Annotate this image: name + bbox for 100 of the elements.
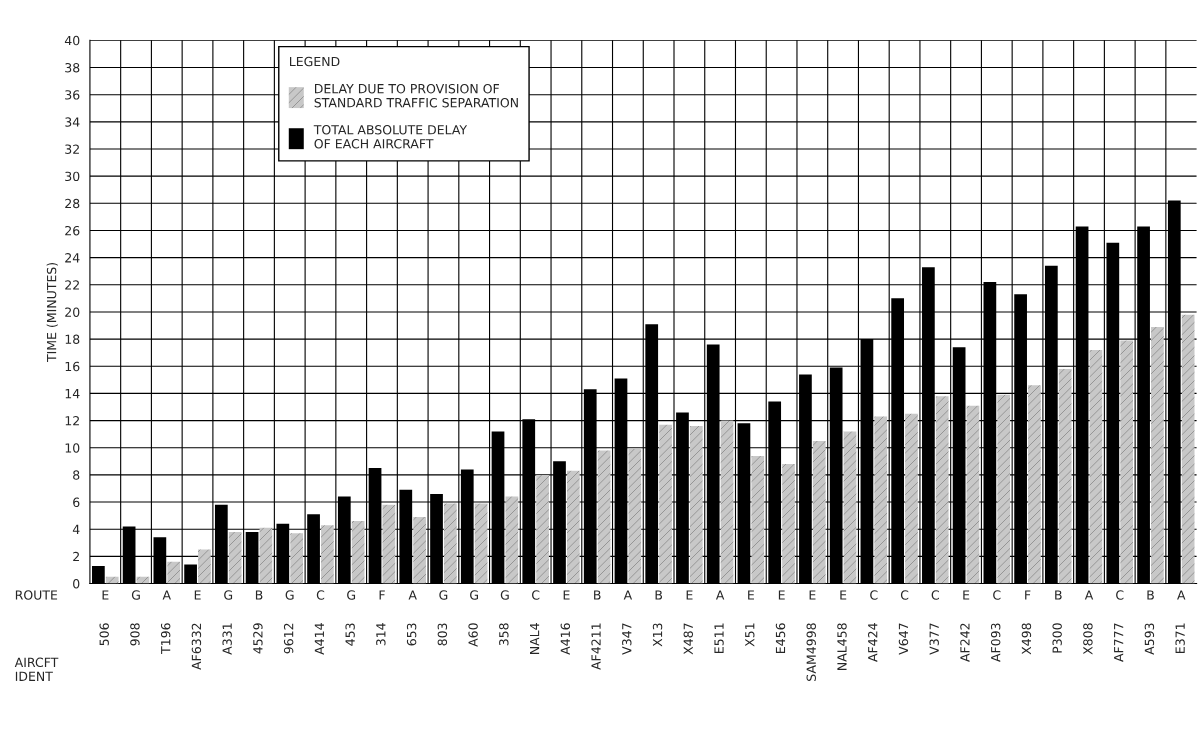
x-tick-label: NAL4: [530, 623, 540, 655]
y-tick-label: 6: [73, 497, 80, 507]
text: E: [563, 590, 570, 600]
x-tick-label: AF6332: [191, 623, 202, 670]
x-tick-label: X13: [652, 623, 663, 647]
bar: [966, 405, 980, 584]
bar: [843, 431, 857, 584]
legend-label: TOTAL ABSOLUTE DELAY OF EACH AIRCRAFT: [313, 125, 468, 149]
bar: [536, 474, 549, 584]
x-tick-label: AF4211: [591, 623, 601, 670]
y-tick-label: 28: [65, 198, 80, 209]
bar: [505, 496, 519, 584]
text: ROUTE: [15, 590, 58, 600]
text: A: [1084, 590, 1094, 600]
text: E: [748, 590, 755, 600]
y-tick-label: 22: [65, 280, 79, 290]
text: C: [1116, 590, 1124, 600]
x-tick-label: A416: [560, 623, 571, 655]
y-tick-label: 24: [65, 253, 80, 263]
bar: [597, 450, 611, 584]
text: C: [870, 590, 878, 600]
text: G: [500, 590, 509, 600]
y-tick-label: 34: [65, 117, 80, 127]
x-tick-label: X51: [745, 623, 755, 647]
y-axis-title: TIME (MINUTES): [46, 262, 58, 363]
x-tick-label: A331: [222, 623, 232, 655]
text: E: [102, 590, 109, 600]
bar: [259, 527, 273, 584]
text: G: [347, 590, 356, 600]
bar: [1151, 326, 1164, 584]
x-tick-label: AF242: [960, 623, 970, 662]
bar: [720, 420, 734, 584]
x-tick-label: V647: [898, 623, 909, 655]
bar: [167, 561, 181, 584]
bar: [1120, 340, 1134, 584]
text: G: [131, 590, 140, 600]
bar: [751, 455, 765, 584]
x-tick-label: 453: [345, 623, 355, 646]
x-tick-label: 358: [499, 623, 509, 646]
x-tick-label: E511: [714, 623, 724, 653]
text: C: [900, 590, 909, 600]
text: A: [623, 590, 633, 600]
y-tick-label: 8: [73, 470, 80, 480]
bar: [782, 464, 795, 584]
bar: [444, 503, 457, 584]
y-tick-label: 40: [64, 35, 80, 46]
bar: [659, 424, 672, 584]
text: E: [686, 590, 693, 600]
y-tick-label: 36: [65, 90, 80, 100]
x-axis-title: AIRCFT IDENT: [14, 657, 59, 681]
x-tick-label: 314: [376, 623, 386, 646]
bar: [198, 549, 211, 584]
x-tick-label: 908: [130, 623, 140, 646]
x-tick-label: P300: [1052, 623, 1062, 653]
y-tick-label: 0: [73, 579, 80, 589]
bar: [566, 470, 580, 584]
x-tick-label: V377: [929, 623, 939, 655]
x-tick-label: AF093: [990, 623, 1001, 662]
x-tick-label: A414: [314, 623, 324, 655]
text: C: [993, 590, 1001, 600]
bar: [228, 531, 242, 584]
bar: [1181, 314, 1195, 584]
text: G: [224, 590, 233, 600]
x-tick-label: A60: [468, 623, 478, 647]
bar: [905, 413, 918, 584]
x-tick-label: AF424: [867, 623, 878, 662]
bar: [812, 440, 826, 584]
bar: [474, 503, 488, 584]
y-tick-label: 20: [65, 307, 80, 317]
text: C: [532, 590, 540, 600]
y-tick-label: 38: [65, 63, 80, 73]
text: C: [931, 590, 939, 600]
y-tick-label: 16: [65, 361, 80, 372]
y-tick-label: 32: [65, 144, 79, 154]
y-tick-label: 26: [65, 225, 80, 236]
text: B: [1147, 590, 1154, 600]
text: B: [1055, 590, 1062, 600]
bar: [321, 525, 334, 584]
bar: [1089, 349, 1103, 584]
text: A: [408, 590, 417, 600]
x-tick-label: 803: [437, 623, 448, 646]
x-tick-label: A593: [1144, 623, 1155, 655]
text: F: [1025, 590, 1031, 600]
x-tick-label: 9612: [283, 623, 294, 654]
x-tick-label: E456: [775, 623, 786, 653]
x-tick-label: NAL458: [837, 623, 847, 670]
bar: [105, 576, 119, 584]
bar: [1058, 368, 1072, 584]
text: G: [439, 590, 448, 600]
text: E: [840, 590, 847, 600]
x-tick-label: SAM4998: [806, 623, 816, 681]
y-tick-label: 30: [65, 171, 80, 182]
text: A: [1177, 590, 1186, 600]
bar: [997, 394, 1011, 584]
text: B: [255, 590, 263, 600]
text: F: [379, 590, 385, 600]
text: E: [809, 590, 816, 600]
text: E: [194, 590, 201, 600]
y-tick-label: 14: [65, 389, 80, 399]
x-tick-label: 506: [99, 623, 109, 646]
